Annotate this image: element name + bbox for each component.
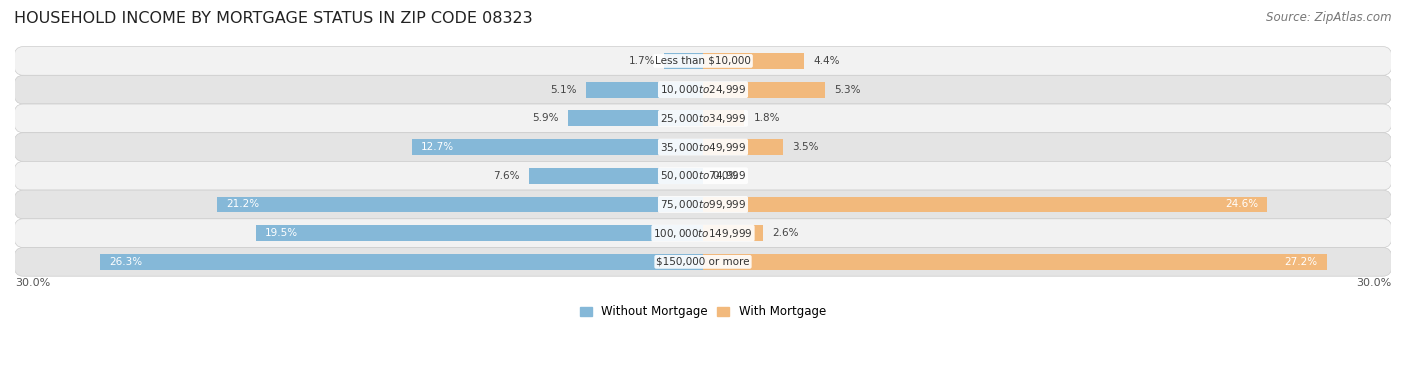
Text: 5.9%: 5.9% xyxy=(531,113,558,123)
FancyBboxPatch shape xyxy=(14,248,1392,276)
FancyBboxPatch shape xyxy=(14,133,1392,161)
Text: 30.0%: 30.0% xyxy=(1355,277,1391,288)
FancyBboxPatch shape xyxy=(14,190,1392,219)
Legend: Without Mortgage, With Mortgage: Without Mortgage, With Mortgage xyxy=(575,300,831,323)
Bar xyxy=(703,254,1327,270)
FancyBboxPatch shape xyxy=(14,219,1392,248)
Text: 5.1%: 5.1% xyxy=(550,85,576,95)
Text: 5.3%: 5.3% xyxy=(834,85,860,95)
Bar xyxy=(703,225,762,241)
Text: Less than $10,000: Less than $10,000 xyxy=(655,56,751,66)
Text: 1.8%: 1.8% xyxy=(754,113,780,123)
FancyBboxPatch shape xyxy=(14,161,1392,190)
Bar xyxy=(703,53,804,69)
Bar xyxy=(664,53,703,69)
FancyBboxPatch shape xyxy=(14,104,1392,133)
Text: 27.2%: 27.2% xyxy=(1285,257,1317,267)
Text: Source: ZipAtlas.com: Source: ZipAtlas.com xyxy=(1267,11,1392,24)
Text: $35,000 to $49,999: $35,000 to $49,999 xyxy=(659,141,747,153)
Text: 0.0%: 0.0% xyxy=(713,171,738,181)
Text: 12.7%: 12.7% xyxy=(420,142,454,152)
Text: 1.7%: 1.7% xyxy=(628,56,655,66)
Bar xyxy=(256,225,703,241)
Bar xyxy=(568,110,703,126)
Bar xyxy=(586,82,703,98)
Text: $50,000 to $74,999: $50,000 to $74,999 xyxy=(659,169,747,182)
Bar xyxy=(703,139,783,155)
FancyBboxPatch shape xyxy=(14,75,1392,104)
Bar xyxy=(100,254,703,270)
Text: 7.6%: 7.6% xyxy=(494,171,520,181)
Text: 2.6%: 2.6% xyxy=(772,228,799,238)
Text: 19.5%: 19.5% xyxy=(264,228,298,238)
Text: 30.0%: 30.0% xyxy=(15,277,51,288)
Text: $75,000 to $99,999: $75,000 to $99,999 xyxy=(659,198,747,211)
Bar xyxy=(703,196,1267,212)
FancyBboxPatch shape xyxy=(14,47,1392,75)
Bar xyxy=(529,168,703,184)
Text: $150,000 or more: $150,000 or more xyxy=(657,257,749,267)
Text: $10,000 to $24,999: $10,000 to $24,999 xyxy=(659,83,747,96)
Bar xyxy=(412,139,703,155)
Text: 24.6%: 24.6% xyxy=(1225,199,1258,210)
Bar xyxy=(703,110,744,126)
Text: 26.3%: 26.3% xyxy=(110,257,142,267)
Text: HOUSEHOLD INCOME BY MORTGAGE STATUS IN ZIP CODE 08323: HOUSEHOLD INCOME BY MORTGAGE STATUS IN Z… xyxy=(14,11,533,26)
Text: 3.5%: 3.5% xyxy=(793,142,818,152)
Text: $25,000 to $34,999: $25,000 to $34,999 xyxy=(659,112,747,125)
Text: 4.4%: 4.4% xyxy=(813,56,839,66)
Text: 21.2%: 21.2% xyxy=(226,199,259,210)
Text: $100,000 to $149,999: $100,000 to $149,999 xyxy=(654,227,752,240)
Bar xyxy=(703,82,824,98)
Bar xyxy=(217,196,703,212)
